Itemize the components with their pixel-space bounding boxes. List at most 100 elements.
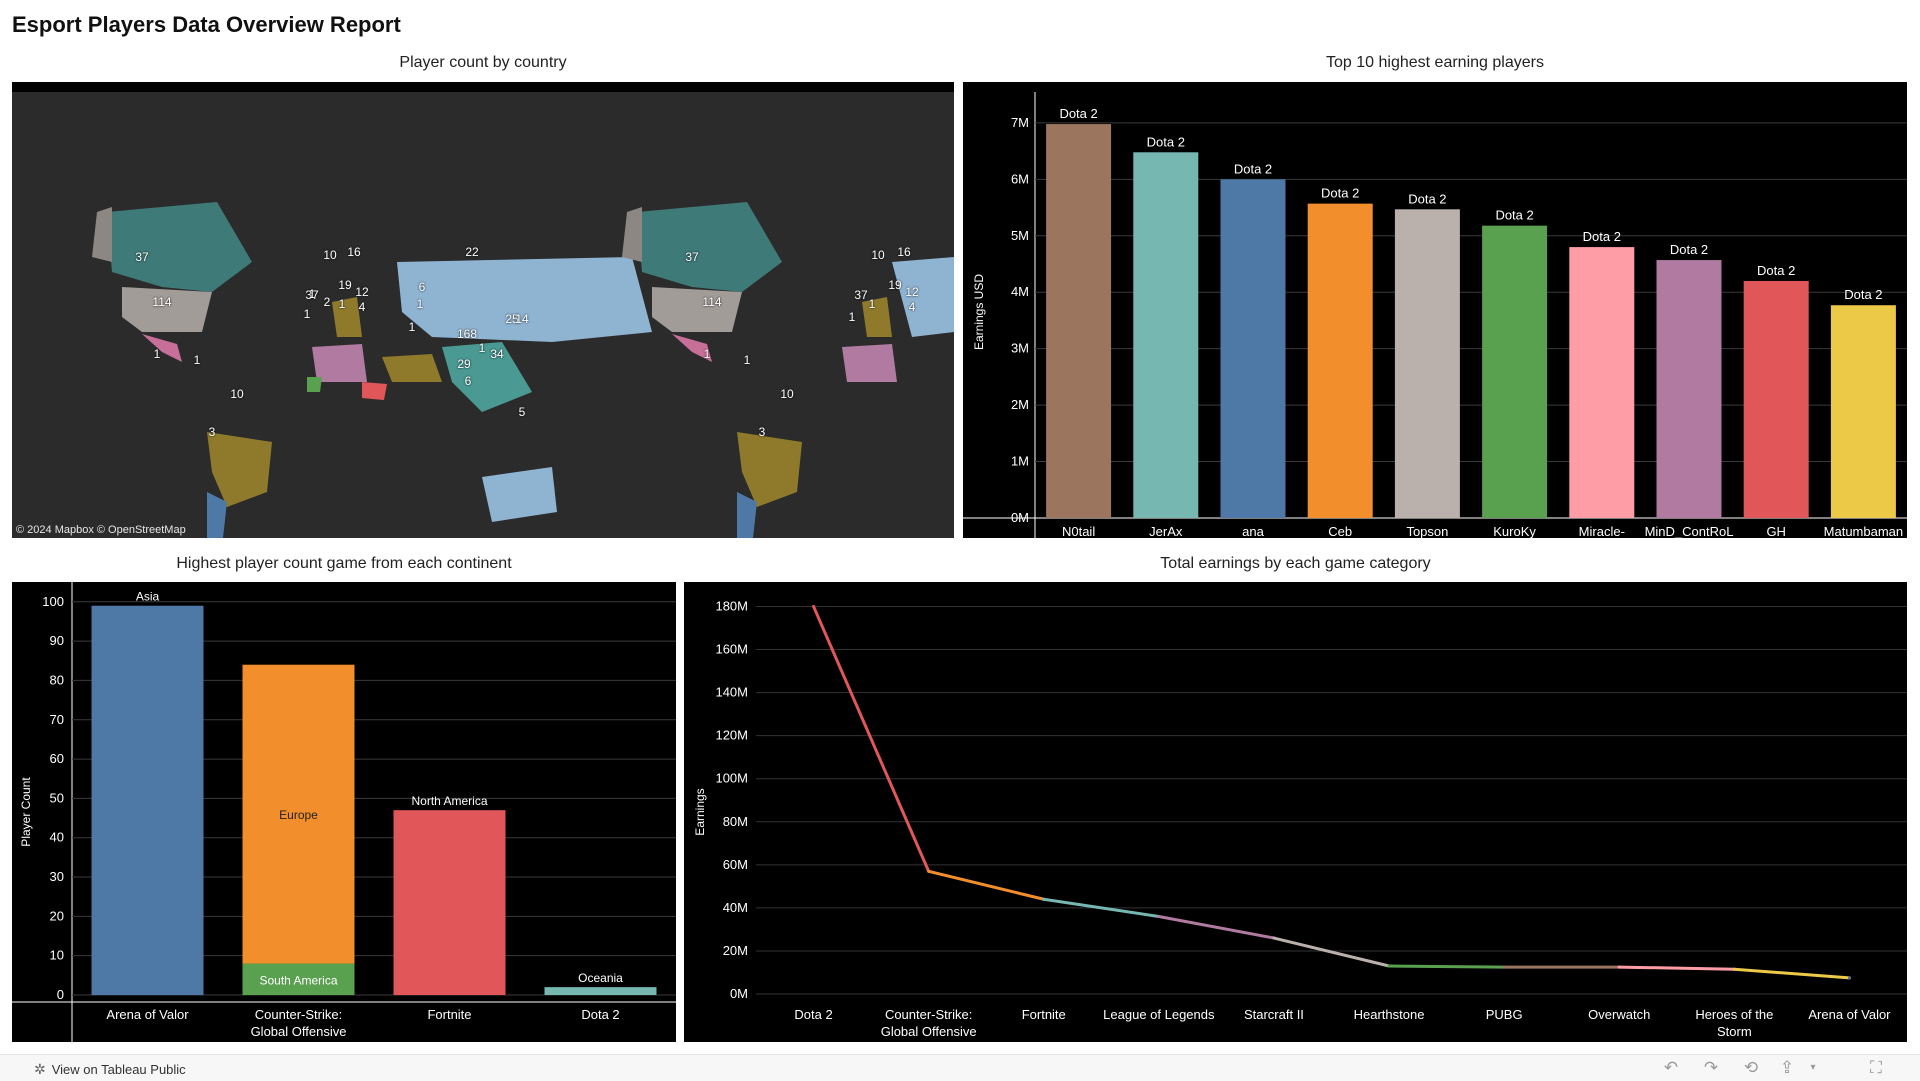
bar-data-label: Dota 2: [1321, 186, 1359, 201]
country-portugal[interactable]: [307, 377, 322, 392]
top-earners-chart[interactable]: 0M 1M 2M 3M 4M 5M 6M 7M Earnings USD Dota 2 N0tail…: [963, 82, 1907, 538]
y-tick-label: 180M: [715, 598, 748, 613]
y-tick-label: 120M: [715, 728, 748, 743]
bar-data-label: Dota 2: [1757, 263, 1795, 278]
map-count-label: 10: [323, 248, 337, 262]
earnings-line-svg: 0M 20M 40M 60M 80M 100M 120M 140M 160M 180M Earnin…: [693, 598, 1907, 1039]
x-tick-label: League of Legends: [1103, 1007, 1215, 1022]
map-count-label: 5: [518, 405, 526, 419]
map-count-label: 16: [347, 245, 361, 259]
stack-segment: [242, 963, 355, 995]
map-count-label: 29: [457, 357, 471, 371]
map-count-label: 1: [153, 347, 161, 361]
world-map-shapes: [12, 82, 954, 538]
x-tick-label: GH: [1766, 524, 1786, 538]
map-count-label: 6: [464, 374, 472, 388]
country-mexico[interactable]: [142, 334, 182, 362]
country-brazil-2[interactable]: [737, 432, 802, 507]
country-usa[interactable]: [122, 287, 212, 332]
x-tick-label: Counter-Strike:: [885, 1007, 972, 1022]
y-tick-label: 20M: [723, 943, 748, 958]
line-segment: [1042, 897, 1161, 918]
line-segment: [1732, 967, 1851, 980]
map-count-label: 2: [323, 295, 331, 309]
share-icon[interactable]: ⇪: [1779, 1058, 1795, 1077]
map-count-label: 16: [897, 245, 911, 259]
map-count-label: 1: [308, 287, 316, 301]
segment-label: Europe: [279, 808, 318, 822]
map-count-label: 1: [868, 297, 876, 311]
x-tick-label: JerAx: [1149, 524, 1183, 538]
map-count-label: 37: [305, 288, 319, 302]
country-argentina-2[interactable]: [737, 492, 757, 538]
bar-data-label: Dota 2: [1670, 242, 1708, 257]
country-usa-2[interactable]: [652, 287, 742, 332]
y-tick-label: 30: [50, 869, 64, 884]
country-alaska-2[interactable]: [622, 207, 642, 262]
continent-svg: 0 10 20 30 40 50 60 70 80 90 100 Player Count Asia Ar…: [12, 582, 676, 1042]
revert-icon[interactable]: ⟲: [1743, 1058, 1759, 1077]
stack-segment: [544, 987, 657, 995]
bar: [1830, 305, 1896, 518]
country-sweden-2[interactable]: [862, 297, 892, 337]
line-point: [1732, 967, 1736, 971]
country-china[interactable]: [442, 342, 532, 412]
line-point: [1387, 964, 1391, 968]
map-count-label: 12: [355, 285, 369, 299]
share-dropdown-icon[interactable]: ▾: [1810, 1062, 1816, 1073]
country-turkey[interactable]: [362, 382, 387, 400]
map-count-label: 1: [478, 341, 486, 355]
country-europe-center-2[interactable]: [842, 344, 897, 382]
line-point: [1847, 976, 1851, 980]
segment-label: North America: [411, 794, 487, 808]
country-alaska[interactable]: [92, 207, 112, 262]
line-segment: [812, 604, 931, 873]
map-title: Player count by country: [399, 54, 567, 71]
redo-icon[interactable]: ↷: [1703, 1058, 1719, 1077]
y-tick-label: 7M: [1011, 115, 1029, 130]
line-point: [1272, 936, 1276, 940]
y-tick-label: 0M: [730, 986, 748, 1001]
x-tick-label: Counter-Strike:: [255, 1007, 342, 1022]
undo-icon[interactable]: ↶: [1663, 1058, 1679, 1077]
x-tick-label: Arena of Valor: [106, 1007, 189, 1022]
country-argentina[interactable]: [207, 492, 227, 538]
country-russia-2[interactable]: [892, 257, 954, 337]
country-kazakhstan[interactable]: [382, 354, 442, 382]
y-axis-label: Earnings: [693, 788, 707, 835]
country-canada-2[interactable]: [637, 202, 782, 292]
line-point: [1042, 897, 1046, 901]
fullscreen-icon[interactable]: ⛶: [1870, 1058, 1882, 1077]
continent-chart[interactable]: 0 10 20 30 40 50 60 70 80 90 100 Player Count Asia Ar…: [12, 582, 676, 1042]
y-tick-label: 140M: [715, 685, 748, 700]
country-canada[interactable]: [107, 202, 252, 292]
bar-data-label: Dota 2: [1234, 161, 1272, 176]
line-point: [1157, 914, 1161, 918]
view-on-tableau-label: View on Tableau Public: [51, 1062, 186, 1077]
country-australia[interactable]: [482, 467, 557, 522]
country-russia[interactable]: [397, 257, 652, 342]
country-sweden[interactable]: [332, 297, 362, 337]
earnings-line-chart[interactable]: 0M 20M 40M 60M 80M 100M 120M 140M 160M 180M Earnin…: [684, 582, 1907, 1042]
country-europe-center[interactable]: [312, 344, 367, 382]
map-count-label: 3: [208, 425, 216, 439]
view-on-tableau-link[interactable]: ✲ View on Tableau Public: [34, 1061, 186, 1078]
y-tick-label: 100M: [715, 771, 748, 786]
bar: [1220, 179, 1286, 518]
stack-segment: [91, 605, 204, 995]
country-mexico-2[interactable]: [672, 334, 712, 362]
map-count-label: 6: [418, 280, 426, 294]
x-tick-label: Miracle-: [1579, 524, 1625, 538]
map-count-label: 10: [230, 387, 244, 401]
country-brazil[interactable]: [207, 432, 272, 507]
tableau-footer: ✲ View on Tableau Public ↶ ↷ ⟲ ⇪ ▾ ⛶: [0, 1054, 1920, 1081]
y-tick-label: 10: [50, 948, 64, 963]
bar: [1046, 124, 1112, 518]
country-map[interactable]: 37 114 1 1 10 3 22 168 6 5 10 16 37 19 12 4 2 1 1 1 1 1 25 14 29…: [12, 82, 954, 538]
y-tick-label: 90: [50, 633, 64, 648]
x-tick-label: Heroes of the: [1695, 1007, 1773, 1022]
bar-data-label: Dota 2: [1844, 287, 1882, 302]
map-count-label: 114: [152, 295, 172, 309]
map-count-label: 114: [702, 295, 722, 309]
